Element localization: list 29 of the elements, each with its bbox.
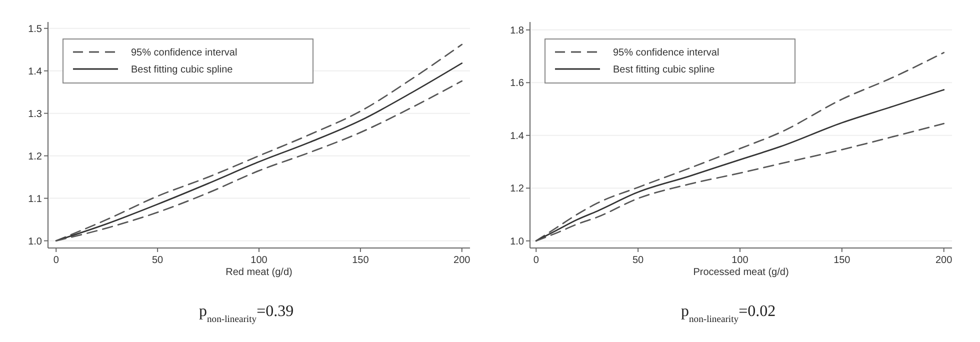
- legend-label: 95% confidence interval: [131, 48, 238, 58]
- x-tick-label: 200: [454, 255, 471, 266]
- y-tick-label: 1.5: [28, 24, 42, 35]
- x-tick-label: 150: [352, 255, 370, 266]
- x-axis-title: Red meat (g/d): [226, 267, 292, 278]
- x-tick-label: 200: [936, 255, 953, 266]
- text: p$_{non-linearity}$=0.39: [199, 303, 294, 324]
- x-axis-title: Processed meat (g/d): [693, 267, 789, 278]
- y-tick-label: 1.2: [510, 184, 524, 195]
- x-tick-label: 0: [533, 255, 540, 266]
- legend-label: Best fitting cubic spline: [613, 64, 716, 76]
- x-tick-label: 100: [250, 255, 268, 266]
- x-tick-label: 50: [632, 255, 644, 266]
- x-tick-label: 50: [152, 255, 164, 266]
- legend-label: Best fitting cubic spline: [131, 64, 234, 76]
- y-tick-label: 1.2: [28, 151, 42, 162]
- y-tick-label: 1.0: [28, 236, 42, 248]
- text: p$_{non-linearity}$=0.02: [681, 303, 776, 324]
- x-tick-label: 150: [834, 255, 851, 266]
- y-tick-label: 1.1: [28, 194, 42, 205]
- x-tick-label: 0: [53, 255, 60, 266]
- legend-label: 95% confidence interval: [613, 48, 720, 58]
- y-tick-label: 1.3: [28, 108, 42, 120]
- x-tick-label: 100: [732, 255, 749, 266]
- y-tick-label: 1.4: [28, 66, 42, 78]
- y-tick-label: 1.6: [510, 78, 524, 90]
- y-tick-label: 1.4: [510, 130, 524, 142]
- y-tick-label: 1.8: [510, 25, 524, 36]
- y-tick-label: 1.0: [510, 236, 524, 248]
